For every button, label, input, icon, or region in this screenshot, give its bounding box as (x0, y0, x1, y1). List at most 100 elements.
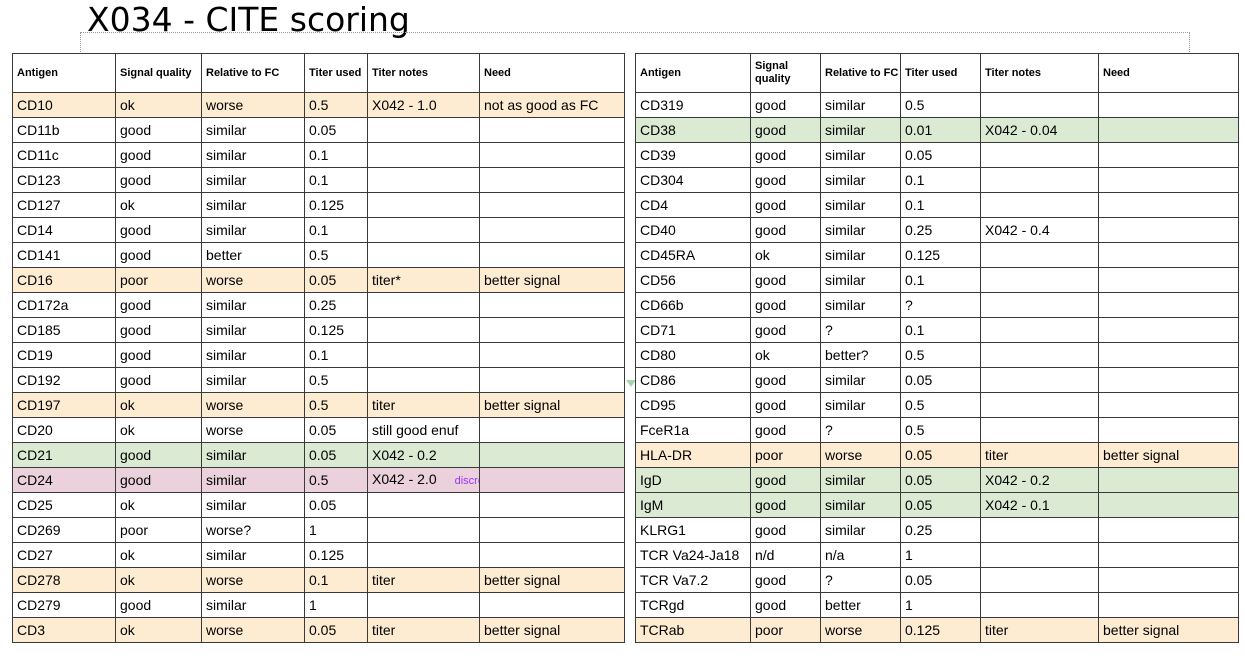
cell-relative-to-fc[interactable]: better? (820, 342, 901, 368)
cell-need[interactable]: better signal (479, 267, 625, 293)
cell-signal-quality[interactable]: ok (115, 542, 202, 568)
cell-titer-notes[interactable] (367, 492, 480, 518)
cell-signal-quality[interactable]: good (115, 317, 202, 343)
cell-need[interactable] (479, 592, 625, 618)
cell-titer-notes[interactable]: X042 - 1.0 (367, 92, 480, 118)
cell-need[interactable] (1098, 567, 1239, 593)
cell-need[interactable]: better signal (479, 617, 625, 643)
cell-relative-to-fc[interactable]: n/a (820, 542, 901, 568)
cell-relative-to-fc[interactable]: similar (820, 117, 901, 143)
cell-antigen[interactable]: CD304 (635, 167, 751, 193)
cell-titer-used[interactable]: 0.5 (304, 367, 368, 393)
cell-need[interactable]: better signal (479, 392, 625, 418)
cell-relative-to-fc[interactable]: similar (201, 492, 305, 518)
cell-antigen[interactable]: CD86 (635, 367, 751, 393)
cell-antigen[interactable]: CD4 (635, 192, 751, 218)
cell-antigen[interactable]: CD20 (12, 417, 116, 443)
cell-titer-used[interactable]: 0.05 (900, 367, 981, 393)
cell-titer-notes[interactable] (980, 267, 1099, 293)
cell-signal-quality[interactable]: poor (750, 617, 821, 643)
cell-titer-used[interactable]: 0.05 (900, 442, 981, 468)
cell-titer-notes[interactable]: X042 - 0.2 (980, 467, 1099, 493)
cell-signal-quality[interactable]: good (750, 417, 821, 443)
cell-titer-used[interactable]: 0.5 (304, 242, 368, 268)
cell-antigen[interactable]: CD71 (635, 317, 751, 343)
cell-antigen[interactable]: CD185 (12, 317, 116, 343)
cell-antigen[interactable]: IgM (635, 492, 751, 518)
cell-titer-used[interactable]: 0.05 (304, 267, 368, 293)
cell-titer-notes[interactable]: titer (980, 442, 1099, 468)
cell-need[interactable] (479, 192, 625, 218)
cell-titer-used[interactable]: 0.125 (900, 617, 981, 643)
cell-signal-quality[interactable]: good (750, 467, 821, 493)
cell-titer-notes[interactable] (367, 192, 480, 218)
cell-antigen[interactable]: IgD (635, 467, 751, 493)
cell-need[interactable] (1098, 217, 1239, 243)
cell-titer-notes[interactable]: still good enuf (367, 417, 480, 443)
cell-need[interactable] (479, 317, 625, 343)
cell-antigen[interactable]: CD279 (12, 592, 116, 618)
cell-titer-used[interactable]: 0.05 (900, 492, 981, 518)
cell-signal-quality[interactable]: good (750, 392, 821, 418)
cell-titer-used[interactable]: 0.1 (304, 217, 368, 243)
cell-need[interactable] (479, 467, 625, 493)
cell-need[interactable] (1098, 392, 1239, 418)
cell-antigen[interactable]: CD95 (635, 392, 751, 418)
cell-relative-to-fc[interactable]: worse (820, 442, 901, 468)
cell-titer-notes[interactable] (980, 592, 1099, 618)
cell-need[interactable] (479, 367, 625, 393)
cell-need[interactable] (479, 217, 625, 243)
cell-antigen[interactable]: CD141 (12, 242, 116, 268)
cell-titer-used[interactable]: ? (900, 292, 981, 318)
cell-antigen[interactable]: CD11b (12, 117, 116, 143)
cell-titer-notes[interactable] (980, 242, 1099, 268)
cell-relative-to-fc[interactable]: similar (820, 242, 901, 268)
cell-need[interactable] (1098, 417, 1239, 443)
cell-relative-to-fc[interactable]: similar (201, 192, 305, 218)
cell-need[interactable] (479, 242, 625, 268)
cell-need[interactable] (1098, 492, 1239, 518)
cell-need[interactable] (1098, 367, 1239, 393)
cell-signal-quality[interactable]: good (750, 517, 821, 543)
cell-signal-quality[interactable]: good (115, 142, 202, 168)
cell-titer-notes[interactable] (367, 317, 480, 343)
cell-signal-quality[interactable]: good (750, 592, 821, 618)
cell-relative-to-fc[interactable]: similar (820, 192, 901, 218)
cell-signal-quality[interactable]: good (750, 567, 821, 593)
cell-need[interactable] (1098, 192, 1239, 218)
cell-relative-to-fc[interactable]: similar (201, 317, 305, 343)
cell-antigen[interactable]: CD278 (12, 567, 116, 593)
cell-titer-used[interactable]: 0.01 (900, 117, 981, 143)
cell-antigen[interactable]: TCR Va24-Ja18 (635, 542, 751, 568)
cell-signal-quality[interactable]: ok (115, 192, 202, 218)
cell-relative-to-fc[interactable]: worse (820, 617, 901, 643)
cell-antigen[interactable]: CD21 (12, 442, 116, 468)
cell-titer-used[interactable]: 0.05 (900, 567, 981, 593)
cell-titer-notes[interactable] (367, 542, 480, 568)
cell-titer-notes[interactable]: titer (367, 567, 480, 593)
cell-signal-quality[interactable]: n/d (750, 542, 821, 568)
cell-titer-notes[interactable]: X042 - 0.1 (980, 492, 1099, 518)
cell-antigen[interactable]: CD319 (635, 92, 751, 118)
cell-need[interactable] (479, 492, 625, 518)
cell-need[interactable]: better signal (1098, 617, 1239, 643)
cell-titer-used[interactable]: 0.1 (900, 317, 981, 343)
cell-relative-to-fc[interactable]: better (201, 242, 305, 268)
cell-relative-to-fc[interactable]: similar (201, 592, 305, 618)
cell-need[interactable] (479, 167, 625, 193)
cell-antigen[interactable]: CD197 (12, 392, 116, 418)
cell-relative-to-fc[interactable]: worse (201, 567, 305, 593)
cell-signal-quality[interactable]: ok (115, 392, 202, 418)
cell-antigen[interactable]: CD269 (12, 517, 116, 543)
cell-need[interactable] (1098, 517, 1239, 543)
cell-relative-to-fc[interactable]: better (820, 592, 901, 618)
cell-signal-quality[interactable]: good (750, 317, 821, 343)
cell-titer-used[interactable]: 0.05 (900, 142, 981, 168)
cell-signal-quality[interactable]: good (115, 242, 202, 268)
cell-antigen[interactable]: CD24 (12, 467, 116, 493)
cell-titer-used[interactable]: 0.5 (900, 92, 981, 118)
cell-antigen[interactable]: CD123 (12, 167, 116, 193)
cell-titer-notes[interactable] (980, 367, 1099, 393)
cell-titer-notes[interactable] (367, 217, 480, 243)
cell-titer-used[interactable]: 0.1 (304, 342, 368, 368)
